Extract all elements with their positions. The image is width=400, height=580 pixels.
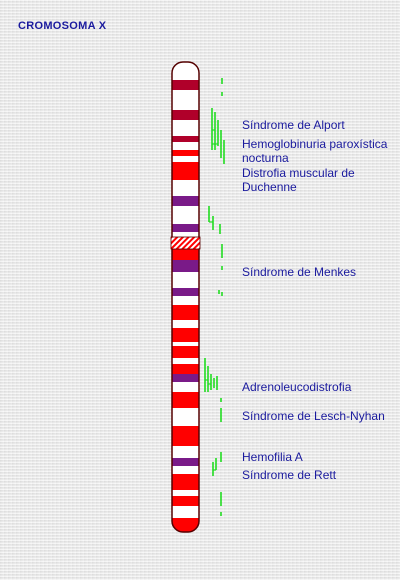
chromosome-band xyxy=(172,328,199,342)
chromosome-band xyxy=(172,320,199,328)
chromosome-band xyxy=(172,342,199,346)
disease-label-alport: Síndrome de Alport xyxy=(242,118,345,132)
chromosome-band xyxy=(172,458,199,466)
chromosome-band xyxy=(172,150,199,156)
chromosome-band xyxy=(172,249,199,260)
disease-label-hemofilia-a: Hemofilia A xyxy=(242,450,303,464)
chromosome-band xyxy=(172,180,199,196)
chromosome-band xyxy=(172,224,199,232)
chromosome-band xyxy=(172,346,199,358)
chromosome-band xyxy=(172,196,199,206)
disease-label-duchenne: Distrofia muscular de Duchenne xyxy=(242,166,355,194)
chromosome-band xyxy=(172,232,199,237)
chromosome-band xyxy=(172,80,199,90)
chromosome-band xyxy=(172,474,199,490)
gene-markers xyxy=(204,78,225,516)
chromosome-band xyxy=(172,136,199,142)
chromosome-band xyxy=(172,156,199,162)
chromosome-band xyxy=(172,142,199,150)
chromosome-band xyxy=(172,206,199,224)
disease-label-adrenoleucodistrofia: Adrenoleucodistrofia xyxy=(242,380,352,394)
chromosome-band xyxy=(172,374,199,382)
chromosome-band xyxy=(172,358,199,364)
chromosome-band xyxy=(172,408,199,426)
chromosome-band xyxy=(172,496,199,506)
chromosome-band xyxy=(172,90,199,110)
chromosome-band xyxy=(172,305,199,320)
page-title: CROMOSOMA X xyxy=(18,20,107,32)
chromosome-band xyxy=(172,426,199,446)
chromosome-band xyxy=(172,364,199,374)
disease-label-menkes: Síndrome de Menkes xyxy=(242,265,357,279)
chromosome-band xyxy=(172,260,199,272)
chromosome-band xyxy=(172,446,199,458)
disease-label-lesch-nyhan: Síndrome de Lesch-Nyhan xyxy=(242,409,385,423)
chromosome-band xyxy=(172,120,199,136)
chromosome-band xyxy=(172,162,199,180)
chromosome-band xyxy=(172,296,199,305)
chromosome-band xyxy=(172,110,199,120)
chromosome-band xyxy=(172,382,199,392)
chromosome-band xyxy=(172,272,199,288)
disease-label-hemoglobinuria: Hemoglobinuria paroxística nocturna xyxy=(242,137,388,165)
disease-label-rett: Síndrome de Rett xyxy=(242,468,337,482)
chromosome-band xyxy=(172,490,199,496)
chromosome-band xyxy=(172,392,199,408)
chromosome-outline xyxy=(171,61,200,533)
chromosome-band xyxy=(172,466,199,474)
centromere xyxy=(170,236,201,250)
chromosome-band xyxy=(172,518,199,532)
chromosome-band xyxy=(172,506,199,518)
chromosome-band xyxy=(172,288,199,296)
chromosome-band xyxy=(172,62,199,80)
chromosome-bands xyxy=(172,62,199,532)
